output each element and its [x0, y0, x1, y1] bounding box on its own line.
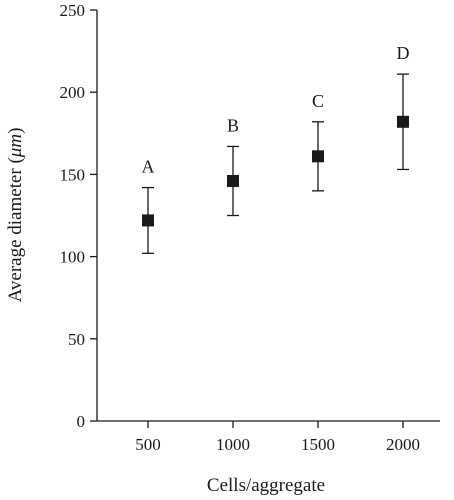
y-axis: 0 50 100 150 200 250 [60, 1, 98, 431]
plot-area: A B C D [142, 43, 410, 254]
group-label: C [312, 91, 324, 111]
group-label: D [397, 43, 410, 63]
y-axis-title-suffix: ) [5, 128, 26, 134]
y-tick-label: 50 [68, 330, 85, 349]
x-tick-label: 2000 [386, 435, 420, 454]
y-tick-label: 250 [60, 1, 86, 20]
x-tick-label: 1000 [216, 435, 250, 454]
x-axis-title: Cells/aggregate [207, 475, 325, 496]
x-tick-label: 500 [135, 435, 161, 454]
y-tick-label: 200 [60, 83, 86, 102]
y-axis-title-unit: μm [5, 134, 26, 158]
data-point [312, 150, 324, 163]
y-axis-title: Average diameter (μm) [5, 128, 26, 303]
group-label: A [142, 157, 155, 177]
data-point [397, 115, 409, 128]
x-tick-label: 1500 [301, 435, 335, 454]
data-point [142, 214, 154, 227]
y-tick-label: 0 [77, 412, 86, 431]
x-axis: 500 1000 1500 2000 [97, 420, 440, 454]
group-label: B [227, 115, 239, 135]
y-tick-label: 150 [60, 165, 86, 184]
y-tick-label: 100 [60, 248, 86, 267]
data-point [227, 174, 239, 187]
y-axis-title-prefix: Average diameter ( [5, 157, 26, 302]
